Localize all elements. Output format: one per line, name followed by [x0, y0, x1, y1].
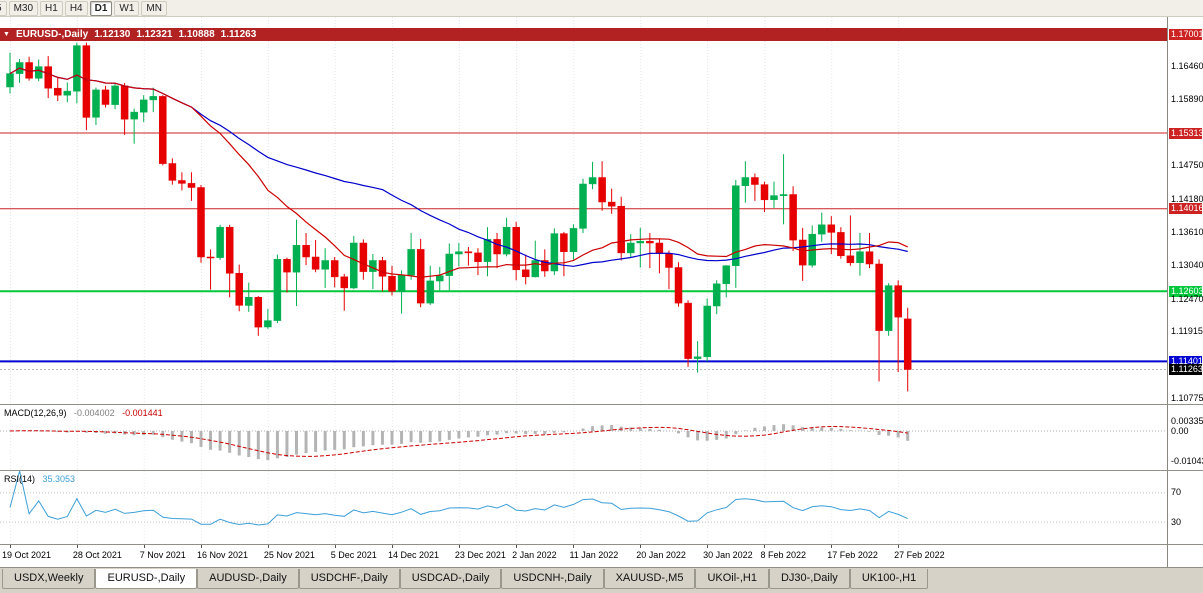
date-label: 7 Nov 2021 [139, 550, 186, 560]
chart-tab-usdx-weekly[interactable]: USDX,Weekly [2, 569, 96, 589]
chart-tab-ukoil-h1[interactable]: UKOil-,H1 [695, 569, 769, 589]
date-tick [831, 545, 833, 548]
price-level-label: 1.11263 [1169, 364, 1203, 375]
price-scale-tick: 1.10775 [1171, 392, 1203, 403]
date-tick [201, 545, 202, 548]
rsi-line [9, 471, 908, 526]
price-scale-tick: 1.14180 [1171, 193, 1203, 204]
price-scale-column[interactable]: 1.17001 1.16460 1.15890 1.15313 1.14750 1.141… [1167, 17, 1203, 567]
price-level-label: 1.15313 [1169, 127, 1203, 139]
date-tick [10, 545, 11, 548]
chart-tab-bar: USDX,Weekly EURUSD-,Daily AUDUSD-,Daily USD… [0, 568, 1203, 593]
timeframe-button-5[interactable]: 5 [0, 0, 7, 16]
timeframe-button-H4[interactable]: H4 [64, 0, 88, 16]
date-label: 28 Oct 2021 [72, 550, 122, 560]
timeframe-toolbar: 5M30H1H4D1W1MN [0, 0, 1203, 17]
price-scale-tick: 30 [1171, 516, 1182, 527]
price-level-label: 1.11401 [1169, 355, 1203, 367]
macd-label: MACD(12,26,9) -0.004002 -0.001441 [4, 408, 168, 418]
date-label: 23 Dec 2021 [454, 550, 506, 560]
price-level-label: 1.17001 [1169, 28, 1203, 40]
ma-fast-line [9, 67, 908, 279]
date-axis[interactable]: 19 Oct 2021 28 Oct 2021 7 Nov 2021 16 Nov 2… [0, 545, 1167, 567]
chart-tab-uk100-h1[interactable]: UK100-,H1 [849, 569, 929, 589]
timeframe-button-H1[interactable]: H1 [40, 0, 63, 16]
price-scale-tick: 0.00335 [1171, 415, 1203, 426]
chart-tab-usdcad-daily[interactable]: USDCAD-,Daily [399, 569, 502, 589]
chart-tab-eurusd-daily[interactable]: EURUSD-,Daily [95, 569, 198, 589]
candles [6, 42, 912, 392]
date-label: 20 Jan 2022 [636, 550, 686, 560]
timeframe-button-MN[interactable]: MN [141, 0, 167, 16]
date-label: 2 Jan 2022 [512, 550, 557, 560]
chart-tab-usdchf-daily[interactable]: USDCHF-,Daily [298, 569, 400, 589]
chart-open-value: 1.12130 [94, 29, 131, 40]
separator-axis-tabs [0, 567, 1203, 568]
date-tick [143, 545, 145, 548]
price-level-label: 1.12603 [1169, 285, 1203, 297]
date-tick [573, 545, 575, 548]
date-tick [707, 545, 709, 548]
date-tick [458, 545, 460, 548]
price-scale-tick: 1.16460 [1171, 60, 1203, 71]
date-label: 30 Jan 2022 [703, 550, 753, 560]
separator-rsi-axis[interactable] [0, 544, 1203, 545]
price-scale-tick: -0.01043 [1171, 455, 1203, 466]
price-scale-tick: 70 [1171, 487, 1182, 498]
date-tick [516, 545, 518, 548]
date-label: 25 Nov 2021 [263, 550, 315, 560]
macd-signal-line [9, 425, 908, 457]
date-label: 27 Feb 2022 [894, 550, 945, 560]
rsi-value: 35.3053 [42, 474, 76, 484]
rsi-panel-svg[interactable] [0, 471, 1167, 544]
date-tick [267, 545, 269, 548]
timeframe-button-W1[interactable]: W1 [114, 0, 140, 16]
chart-tab-xauusd-m5[interactable]: XAUUSD-,M5 [603, 569, 696, 589]
date-tick [76, 545, 78, 548]
separator-macd-rsi[interactable] [0, 470, 1203, 471]
rsi-name: RSI(14) [4, 474, 36, 484]
date-tick [764, 545, 766, 548]
date-label: 5 Dec 2021 [330, 550, 377, 560]
timeframe-button-M30[interactable]: M30 [8, 0, 39, 16]
date-tick [640, 545, 642, 548]
date-label: 8 Feb 2022 [760, 550, 806, 560]
date-label: 19 Oct 2021 [2, 550, 52, 560]
date-tick [334, 545, 336, 548]
price-scale-tick: 1.12470 [1171, 293, 1203, 304]
macd-panel-svg[interactable] [0, 405, 1167, 470]
timeframe-button-D1[interactable]: D1 [89, 0, 113, 16]
chart-high-value: 1.12321 [136, 29, 173, 40]
date-tick [898, 545, 900, 548]
macd-main-value: -0.004002 [74, 408, 115, 418]
date-label: 16 Nov 2021 [197, 550, 249, 560]
chart-title-bar[interactable]: ▼ EURUSD-,Daily 1.12130 1.12321 1.10888 … [0, 28, 1167, 41]
date-label: 17 Feb 2022 [827, 550, 878, 560]
chart-tab-audusd-daily[interactable]: AUDUSD-,Daily [197, 569, 299, 589]
window-menu-triangle-icon[interactable]: ▼ [3, 31, 10, 38]
rsi-label: RSI(14) 35.3053 [4, 474, 80, 484]
separator-main-macd[interactable] [0, 404, 1203, 405]
price-level-label: 1.14016 [1169, 203, 1203, 215]
chart-low-value: 1.10888 [178, 29, 215, 40]
price-scale-tick: 1.11915 [1171, 325, 1203, 336]
price-scale-tick: 1.15890 [1171, 93, 1203, 104]
macd-name: MACD(12,26,9) [4, 408, 67, 418]
price-chart-svg[interactable] [0, 17, 1167, 404]
macd-signal-value: -0.001441 [122, 408, 163, 418]
chart-tab-usdcnh-daily[interactable]: USDCNH-,Daily [501, 569, 604, 589]
price-scale-tick: 1.13610 [1171, 226, 1203, 237]
price-scale-tick: 0.00 [1171, 425, 1189, 436]
chart-close-value: 1.11263 [220, 29, 257, 40]
chart-symbol-period: EURUSD-,Daily [15, 29, 89, 40]
price-scale-tick: 1.14750 [1171, 160, 1203, 171]
date-label: 11 Jan 2022 [569, 550, 619, 560]
date-label: 14 Dec 2021 [388, 550, 440, 560]
date-tick [392, 545, 393, 548]
price-scale-tick: 1.13040 [1171, 260, 1203, 271]
chart-tab-dj30-daily[interactable]: DJ30-,Daily [768, 569, 850, 589]
